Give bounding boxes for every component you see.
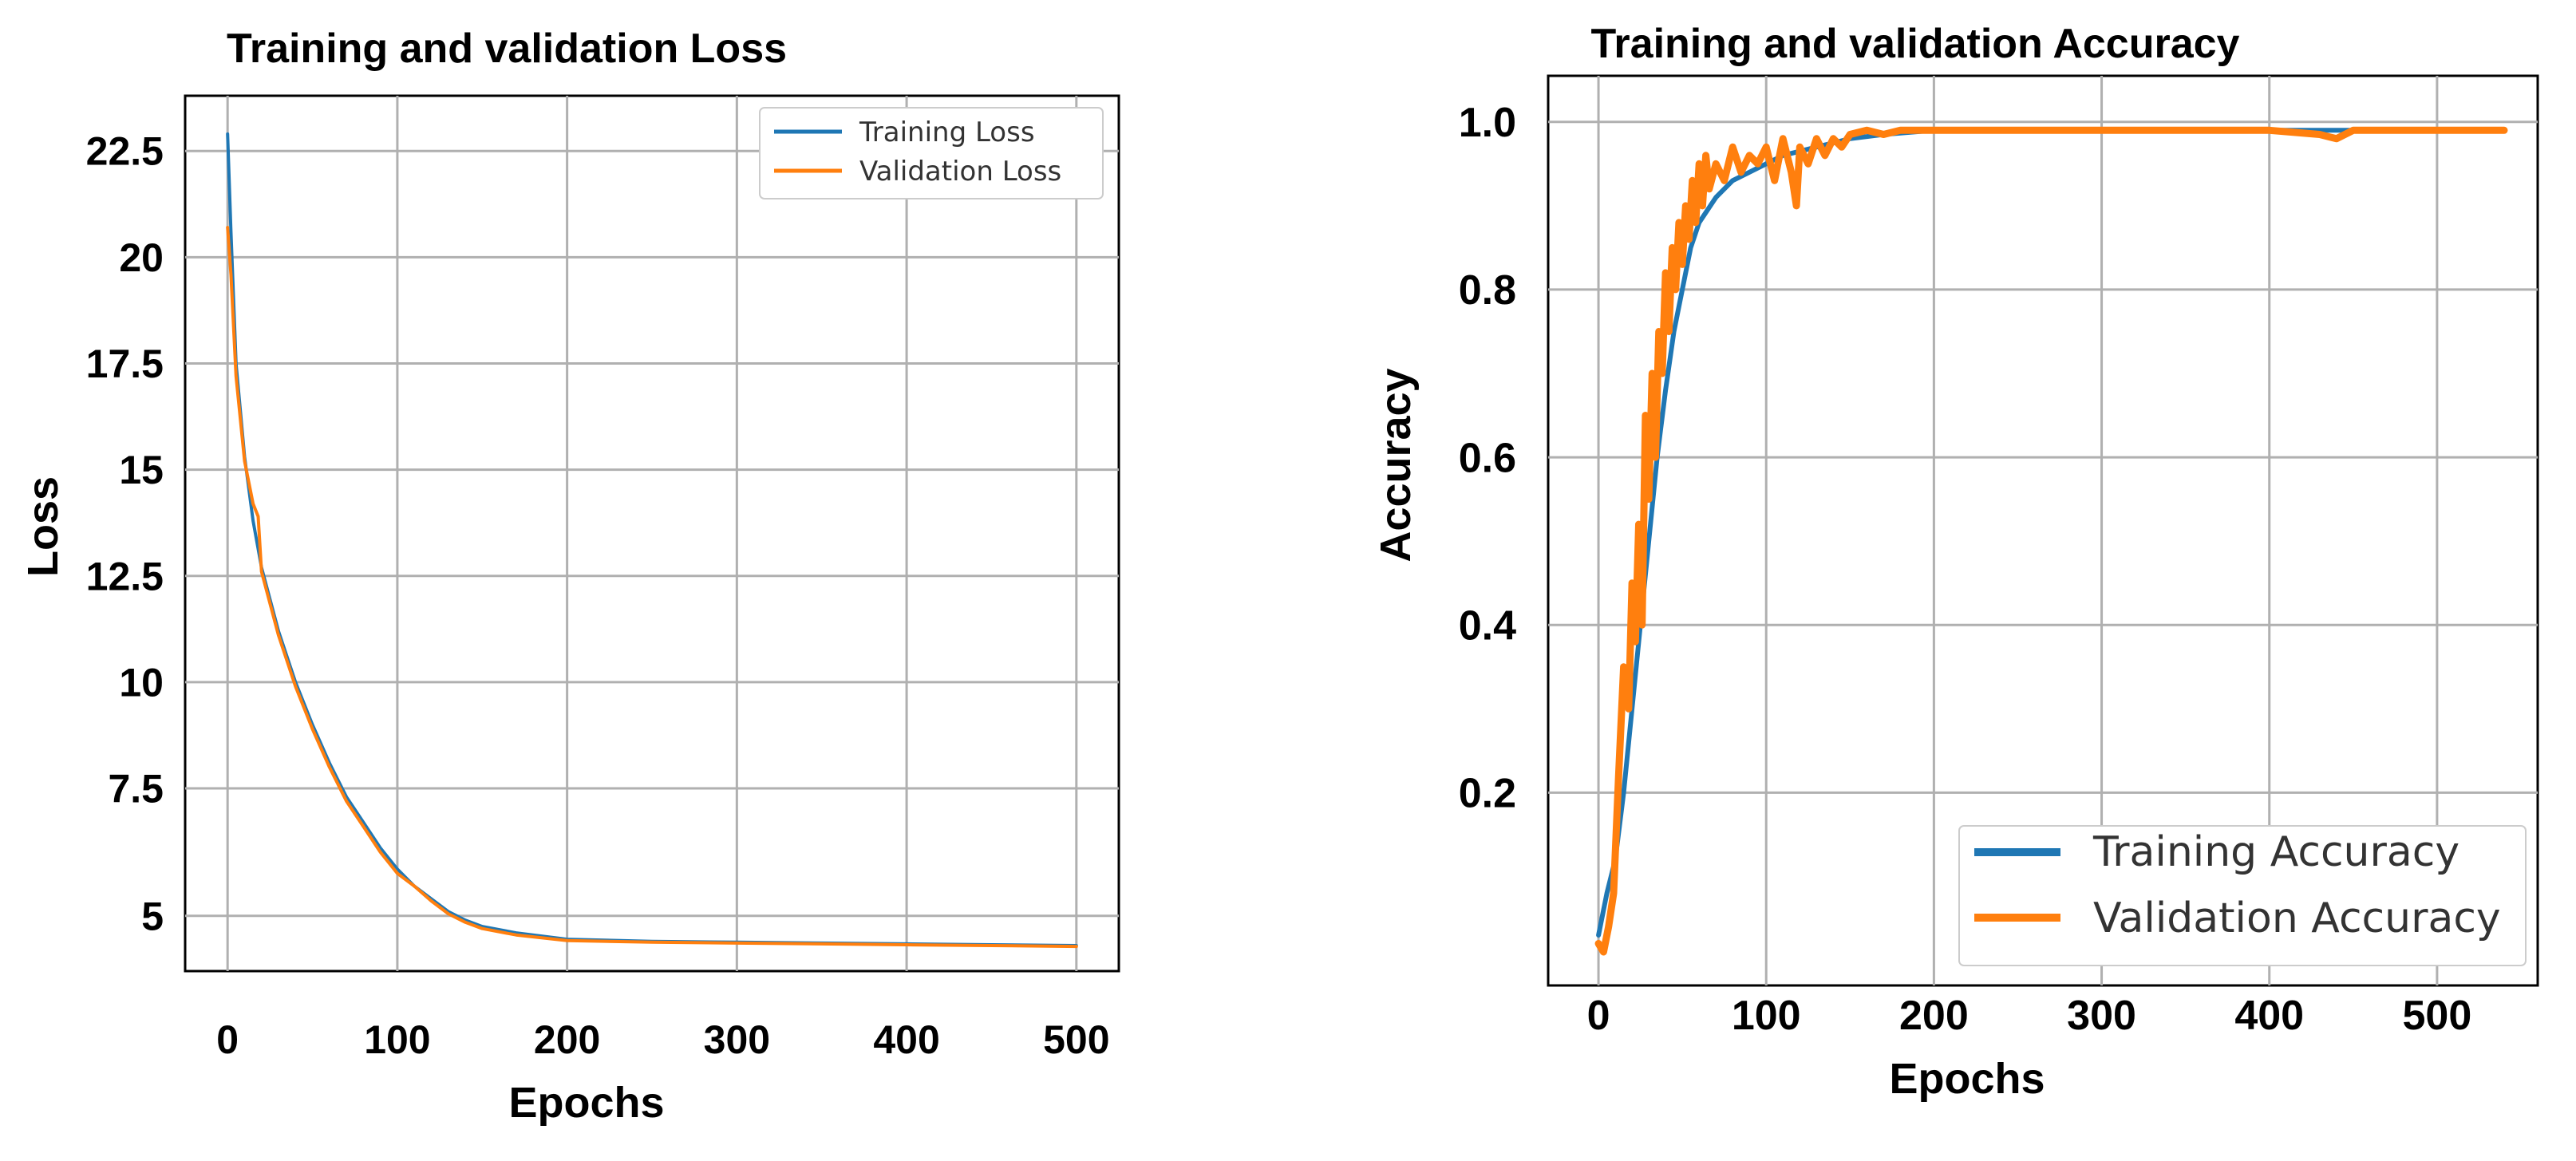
accuracy-y-tick-label-2: 0.6 xyxy=(1459,435,1516,481)
accuracy-x-tick-label-0: 0 xyxy=(1587,993,1610,1039)
loss-chart-title: Training and validation Loss xyxy=(227,26,787,72)
loss-y-tick-label-2: 10 xyxy=(119,660,164,705)
loss-x-tick-label-2: 200 xyxy=(534,1017,600,1062)
accuracy-y-tick-label-3: 0.8 xyxy=(1459,267,1516,314)
accuracy-legend: Training Accuracy Validation Accuracy xyxy=(1958,825,2527,966)
loss-y-tick-labels: 5 7.5 10 12.5 15 17.5 20 22.5 xyxy=(86,129,164,939)
loss-legend-label-validation: Validation Loss xyxy=(859,156,1061,188)
loss-series-line-validation xyxy=(226,226,1078,949)
accuracy-y-tick-label-4: 1.0 xyxy=(1459,100,1516,146)
loss-plot-area xyxy=(184,94,1120,973)
accuracy-y-axis-label: Accuracy xyxy=(1372,368,1420,562)
loss-x-tick-label-4: 400 xyxy=(873,1017,939,1062)
accuracy-x-tick-label-5: 500 xyxy=(2403,993,2472,1039)
accuracy-legend-box xyxy=(1958,825,2527,966)
loss-y-axis-label: Loss xyxy=(19,476,67,577)
accuracy-legend-label-validation: Validation Accuracy xyxy=(2093,894,2501,942)
loss-x-tick-label-1: 100 xyxy=(364,1017,430,1062)
loss-legend-label-training: Training Loss xyxy=(859,116,1035,148)
loss-x-tick-labels: 0 100 200 300 400 500 xyxy=(216,1017,1109,1062)
loss-legend-box xyxy=(759,107,1104,199)
loss-chart: Training and validation Loss 0 100 200 300 4… xyxy=(19,26,1120,1127)
loss-y-tick-label-6: 20 xyxy=(119,235,164,280)
loss-x-tick-label-5: 500 xyxy=(1043,1017,1109,1062)
loss-series-group xyxy=(226,132,1078,949)
accuracy-x-tick-label-4: 400 xyxy=(2234,993,2304,1039)
loss-y-tick-label-4: 15 xyxy=(119,448,164,492)
loss-y-tick-label-7: 22.5 xyxy=(86,129,164,174)
accuracy-x-tick-label-2: 200 xyxy=(1899,993,1969,1039)
accuracy-series-line-validation xyxy=(1594,126,2508,956)
loss-legend: Training Loss Validation Loss xyxy=(759,107,1104,199)
accuracy-chart: Training and validation Accuracy 0 100 200… xyxy=(1372,21,2539,1103)
accuracy-y-tick-label-0: 0.2 xyxy=(1459,771,1516,817)
accuracy-x-tick-labels: 0 100 200 300 400 500 xyxy=(1587,993,2472,1039)
loss-y-tick-label-5: 17.5 xyxy=(86,342,164,386)
accuracy-x-axis-label: Epochs xyxy=(1889,1055,2045,1103)
loss-y-tick-label-1: 7.5 xyxy=(108,767,164,812)
loss-y-tick-label-3: 12.5 xyxy=(86,554,164,598)
loss-x-tick-label-3: 300 xyxy=(704,1017,770,1062)
accuracy-chart-title: Training and validation Accuracy xyxy=(1591,21,2240,67)
accuracy-y-tick-labels: 0.2 0.4 0.6 0.8 1.0 xyxy=(1459,100,1516,817)
accuracy-y-tick-label-1: 0.4 xyxy=(1459,602,1516,649)
accuracy-x-tick-label-3: 300 xyxy=(2067,993,2136,1039)
loss-x-axis-label: Epochs xyxy=(508,1079,664,1127)
accuracy-legend-label-training: Training Accuracy xyxy=(2092,828,2459,876)
loss-y-tick-label-0: 5 xyxy=(141,894,164,938)
loss-x-tick-label-0: 0 xyxy=(216,1017,239,1062)
accuracy-series-group xyxy=(1594,126,2508,956)
accuracy-x-tick-label-1: 100 xyxy=(1732,993,1801,1039)
